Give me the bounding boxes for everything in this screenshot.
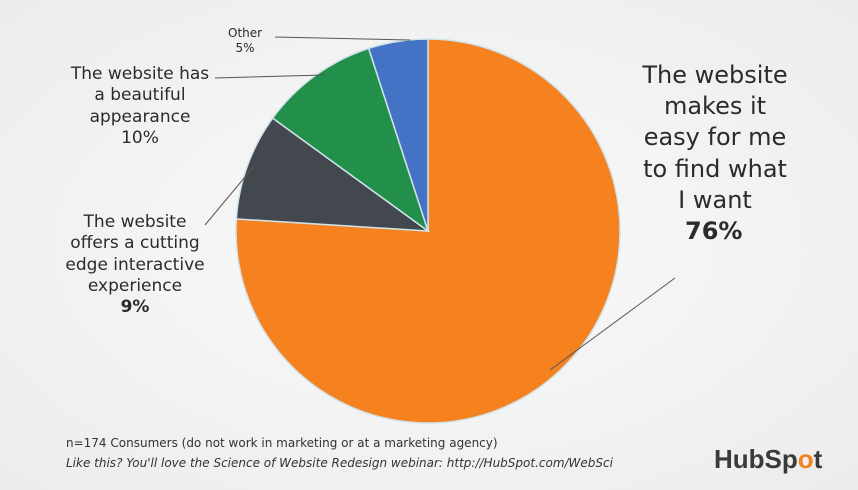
label-line: to find what [643, 154, 787, 183]
label-beautiful: The website has a beautiful appearance 1… [60, 64, 220, 149]
label-value: 10% [121, 127, 159, 148]
label-line: The website [83, 212, 187, 232]
label-line: The website [642, 61, 788, 89]
logo-text: t [813, 444, 823, 474]
label-other: Other 5% [228, 26, 262, 56]
label-line: edge interactive [65, 254, 205, 275]
leader-line-easy [549, 277, 676, 371]
label-value: 76% [685, 216, 743, 245]
logo-sprocket: o [797, 444, 814, 474]
label-line: makes it [663, 92, 767, 121]
label-value: 9% [120, 297, 150, 317]
pie-slice-1 [235, 117, 431, 232]
label-other-name: Other [228, 26, 263, 40]
label-line: a beautiful [94, 85, 186, 106]
label-line: appearance [89, 106, 191, 127]
pie-slice-3 [367, 38, 429, 232]
logo-text: HubSp [714, 444, 798, 474]
label-line: experience [87, 275, 183, 296]
footnote-promo: Like this? You'll love the Science of We… [66, 456, 613, 470]
hubspot-logo: HubSpot [714, 444, 822, 475]
leader-lines [204, 36, 676, 371]
pie-slice-0 [235, 38, 621, 424]
footnote-sample: n=174 Consumers (do not work in marketin… [66, 436, 498, 450]
label-line: offers a cutting [70, 233, 200, 254]
label-cutting: The website offers a cutting edge intera… [50, 212, 220, 318]
label-line: I want [678, 185, 752, 214]
label-line: easy for me [643, 123, 787, 152]
label-other-value: 5% [235, 41, 255, 55]
leader-line-beautiful [214, 74, 326, 79]
label-line: The website has [70, 64, 210, 84]
label-easy: The website makes it easy for me to find… [615, 60, 815, 247]
leader-line-other [274, 36, 411, 41]
leader-line-cutting [204, 164, 256, 226]
